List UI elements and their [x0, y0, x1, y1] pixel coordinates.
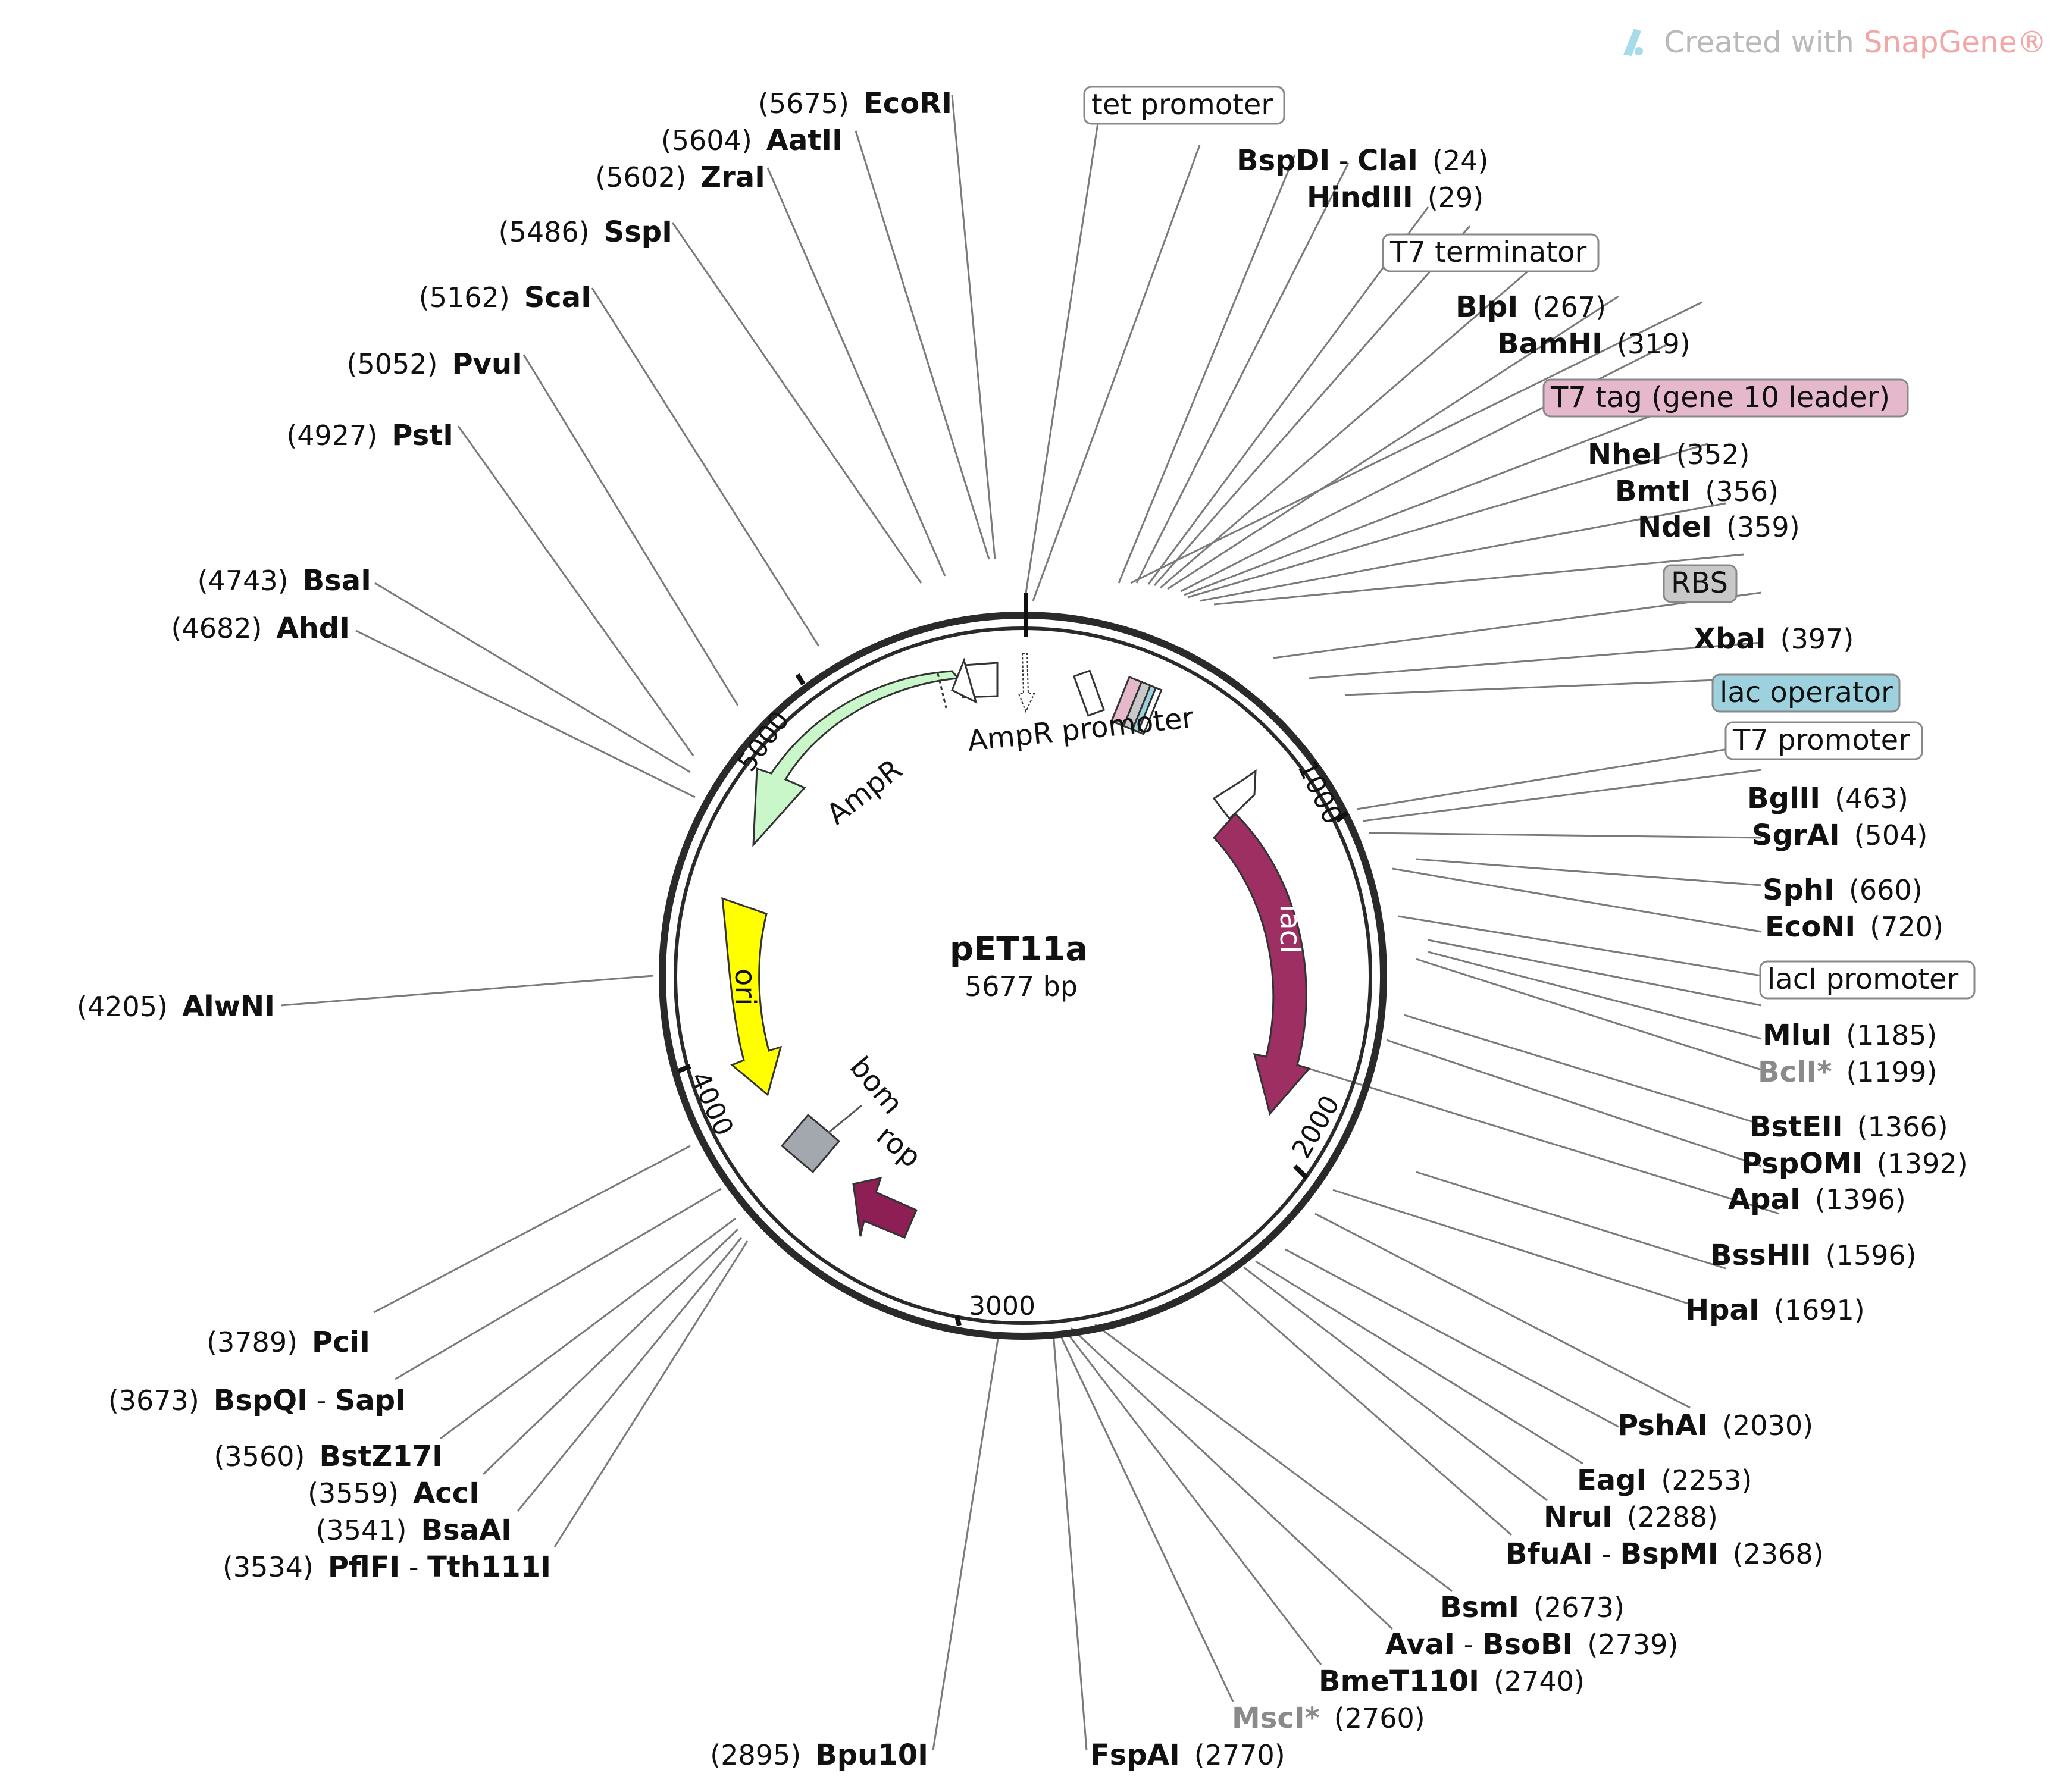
site-ahdi[interactable]: (4682) AhdI — [171, 612, 350, 645]
tick-marks — [677, 593, 1349, 1326]
boxed-label-t7-terminator: T7 terminator — [1389, 236, 1586, 269]
site-econi[interactable]: EcoNI (720) — [1765, 910, 1943, 944]
feature-ampr-promoter-head — [951, 657, 978, 704]
site-sgrai[interactable]: SgrAI (504) — [1752, 819, 1927, 852]
site-bsteii[interactable]: BstEII (1366) — [1749, 1110, 1948, 1144]
bom-leader-line — [828, 1104, 862, 1134]
plasmid-name: pET11a — [950, 930, 1088, 969]
feature-laci-promoter[interactable] — [1212, 769, 1257, 820]
site-hpai[interactable]: HpaI (1691) — [1685, 1293, 1865, 1327]
site-hindiii[interactable]: HindIII (29) — [1307, 181, 1483, 214]
tick-label-3000: 3000 — [969, 1291, 1035, 1321]
site-bsaai[interactable]: (3541) BsaAI — [315, 1514, 512, 1547]
site-ndei[interactable]: NdeI (359) — [1638, 510, 1800, 544]
site-ecori[interactable]: (5675) EcoRI — [758, 87, 952, 120]
site-fspai[interactable]: FspAI (2770) — [1090, 1738, 1285, 1772]
site-sphi[interactable]: SphI (660) — [1763, 873, 1923, 907]
snapgene-watermark: Created with SnapGene® — [1623, 25, 2047, 59]
site-bcli[interactable]: BclI* (1199) — [1758, 1055, 1937, 1089]
site-sspi[interactable]: (5486) SspI — [499, 215, 672, 249]
site-alwni[interactable]: (4205) AlwNI — [77, 990, 275, 1023]
site-msci[interactable]: MscI* (2760) — [1232, 1702, 1425, 1735]
site-bspdi-clai[interactable]: BspDI - ClaI (24) — [1237, 144, 1488, 177]
site-nrui[interactable]: NruI (2288) — [1544, 1500, 1718, 1534]
site-pcii[interactable]: (3789) PciI — [206, 1326, 370, 1359]
feature-laci[interactable] — [1212, 812, 1311, 1116]
site-bglii[interactable]: BglII (463) — [1747, 782, 1908, 815]
tick-label-1000: 1000 — [1291, 756, 1348, 829]
sites-right: BspDI - ClaI (24) HindIII (29) BlpI (267) B… — [1090, 144, 1968, 1772]
snapgene-logo-dot-icon — [1635, 47, 1643, 55]
backbone — [659, 612, 1387, 1340]
boxed-label-lac-operator: lac operator — [1720, 676, 1893, 709]
site-bsmi[interactable]: BsmI (2673) — [1440, 1591, 1625, 1624]
site-bmet110i[interactable]: BmeT110I (2740) — [1319, 1665, 1585, 1698]
site-pflfi-tth111i[interactable]: (3534) PflFI - Tth111I — [223, 1550, 551, 1584]
site-pspomi[interactable]: PspOMI (1392) — [1741, 1147, 1968, 1180]
site-mlui[interactable]: MluI (1185) — [1763, 1019, 1937, 1052]
site-eagi[interactable]: EagI (2253) — [1577, 1464, 1752, 1497]
site-bpu10i[interactable]: (2895) Bpu10I — [710, 1738, 928, 1772]
boxed-feature-labels: tet promoter T7 terminator T7 tag (gene … — [1083, 86, 1976, 1000]
site-aatii[interactable]: (5604) AatII — [661, 124, 843, 157]
feature-ampr[interactable] — [752, 670, 960, 848]
site-bfuai-bspmi[interactable]: BfuAI - BspMI (2368) — [1506, 1537, 1824, 1571]
site-bstz17i[interactable]: (3560) BstZ17I — [214, 1440, 443, 1473]
plasmid-length: 5677 bp — [965, 970, 1078, 1002]
site-acci[interactable]: (3559) AccI — [308, 1477, 480, 1510]
site-bspqi-sapi[interactable]: (3673) BspQI - SapI — [108, 1384, 406, 1417]
features — [721, 653, 1311, 1239]
feature-rop[interactable] — [852, 1176, 918, 1239]
sites-left: (5675) EcoRI (5604) AatII (5602) ZraI (5486… — [77, 87, 952, 1772]
site-bsai[interactable]: (4743) BsaI — [198, 564, 371, 597]
watermark-text: Created with SnapGene® — [1664, 25, 2047, 59]
connector-lines — [280, 95, 1780, 1751]
site-pvui[interactable]: (5052) PvuI — [347, 347, 522, 381]
boxed-label-laci-promoter: lacI promoter — [1767, 963, 1959, 996]
feature-t7-terminator[interactable] — [1072, 669, 1106, 717]
boxed-label-rbs: RBS — [1671, 566, 1728, 600]
label-ampr-promoter: AmpR promoter — [966, 701, 1195, 758]
label-bom: bom — [843, 1051, 909, 1121]
site-scai[interactable]: (5162) ScaI — [419, 281, 591, 314]
site-psti[interactable]: (4927) PstI — [286, 419, 453, 452]
site-bamhi[interactable]: BamHI (319) — [1497, 327, 1691, 361]
feature-bom[interactable] — [780, 1113, 841, 1174]
site-apai[interactable]: ApaI (1396) — [1728, 1183, 1906, 1216]
site-bmti[interactable]: BmtI (356) — [1615, 475, 1779, 508]
site-pshai[interactable]: PshAI (2030) — [1617, 1409, 1813, 1442]
label-ori: ori — [728, 969, 762, 1005]
feature-tet-promoter[interactable] — [1018, 653, 1035, 713]
label-ampr: AmpR — [821, 753, 908, 831]
feature-expression-cassette[interactable] — [1110, 675, 1163, 735]
tick-label-4000: 4000 — [684, 1067, 739, 1141]
label-laci: lacI — [1273, 904, 1307, 954]
site-avai-bsobi[interactable]: AvaI - BsoBI (2739) — [1385, 1628, 1678, 1661]
snapgene-logo-icon — [1623, 29, 1641, 56]
boxed-label-tet-promoter: tet promoter — [1091, 88, 1273, 121]
feature-ori[interactable] — [721, 897, 783, 1096]
boxed-label-t7-tag: T7 tag (gene 10 leader) — [1550, 381, 1890, 414]
site-bsshii[interactable]: BssHII (1596) — [1710, 1239, 1917, 1272]
label-rop: rop — [870, 1119, 927, 1174]
boxed-label-t7-promoter: T7 promoter — [1732, 723, 1910, 757]
site-nhei[interactable]: NheI (352) — [1588, 438, 1749, 471]
site-blpi[interactable]: BlpI (267) — [1456, 290, 1606, 324]
site-xbai[interactable]: XbaI (397) — [1694, 622, 1854, 656]
site-zrai[interactable]: (5602) ZraI — [595, 161, 765, 194]
